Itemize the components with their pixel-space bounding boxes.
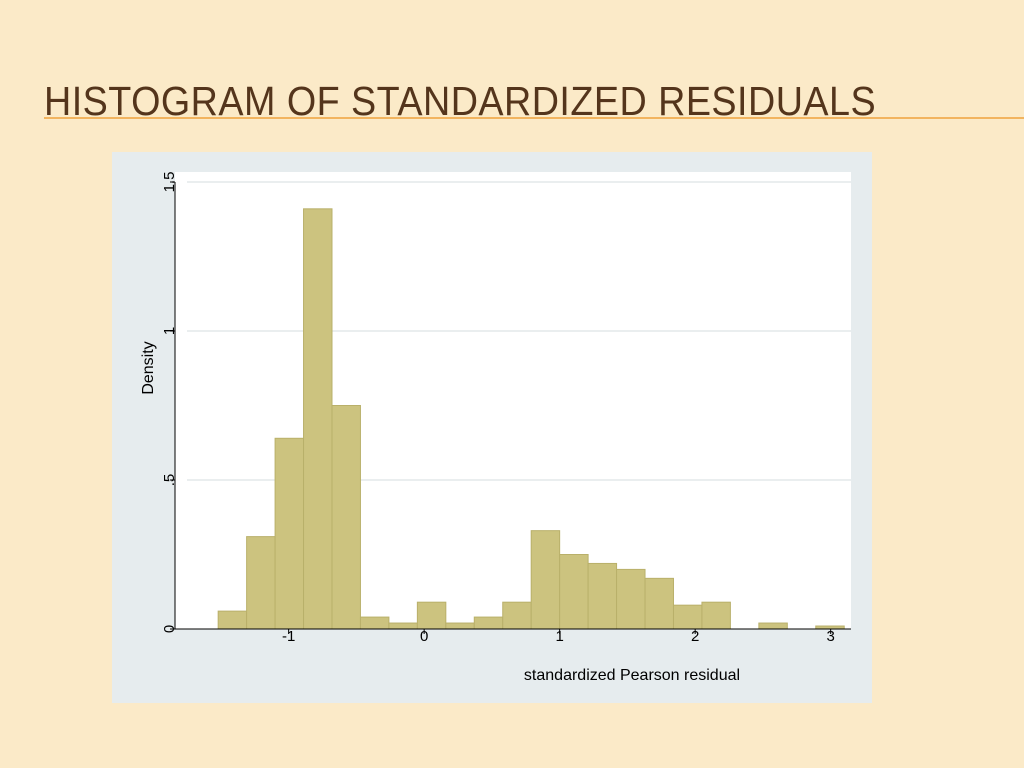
histogram-bar-9 xyxy=(473,616,504,630)
histogram-bar-6 xyxy=(388,622,418,630)
bars xyxy=(217,208,845,630)
x-tick-label-3: 2 xyxy=(691,628,699,645)
y-tick-label-3: 1.5 xyxy=(161,172,178,193)
histogram-bar-0 xyxy=(217,610,248,630)
histogram-bar-11 xyxy=(530,530,561,630)
histogram-bar-18 xyxy=(758,622,788,630)
histogram-bar-8 xyxy=(445,622,475,630)
histogram-bar-15 xyxy=(644,577,674,630)
histogram-bar-2 xyxy=(274,437,305,630)
y-axis-label: Density xyxy=(140,341,157,394)
histogram-bar-14 xyxy=(616,568,646,630)
axes: 0 .5 1 1.5 -1 0 1 2 3 xyxy=(161,172,851,645)
x-tick-label-1: 0 xyxy=(420,628,428,645)
histogram-bar-5 xyxy=(359,616,390,630)
histogram-bar-1 xyxy=(246,536,276,630)
x-axis-label: standardized Pearson residual xyxy=(524,667,740,684)
y-tick-label-1: .5 xyxy=(161,474,178,487)
histogram-bar-16 xyxy=(672,604,703,630)
histogram-bar-10 xyxy=(502,601,532,630)
x-tick-label-2: 1 xyxy=(555,628,563,645)
x-tick-label-4: 3 xyxy=(827,628,835,645)
histogram-bar-17 xyxy=(701,601,731,630)
histogram-chart: 0 .5 1 1.5 -1 0 1 2 3 standardized Pearson resid… xyxy=(140,172,851,684)
y-tick-label-0: 0 xyxy=(161,625,178,633)
y-tick-label-2: 1 xyxy=(161,327,178,335)
histogram-bar-13 xyxy=(587,562,618,630)
histogram-bar-3 xyxy=(303,208,333,630)
histogram-bar-12 xyxy=(559,554,589,630)
chart-frame: 0 .5 1 1.5 -1 0 1 2 3 standardized Pearson resid… xyxy=(112,152,872,703)
slide-title: HISTOGRAM OF STANDARDIZED RESIDUALS xyxy=(44,78,877,124)
histogram-bar-4 xyxy=(331,405,361,630)
x-tick-label-0: -1 xyxy=(282,628,295,645)
title-underline-rule xyxy=(44,117,1024,119)
histogram-bar-7 xyxy=(416,601,447,630)
